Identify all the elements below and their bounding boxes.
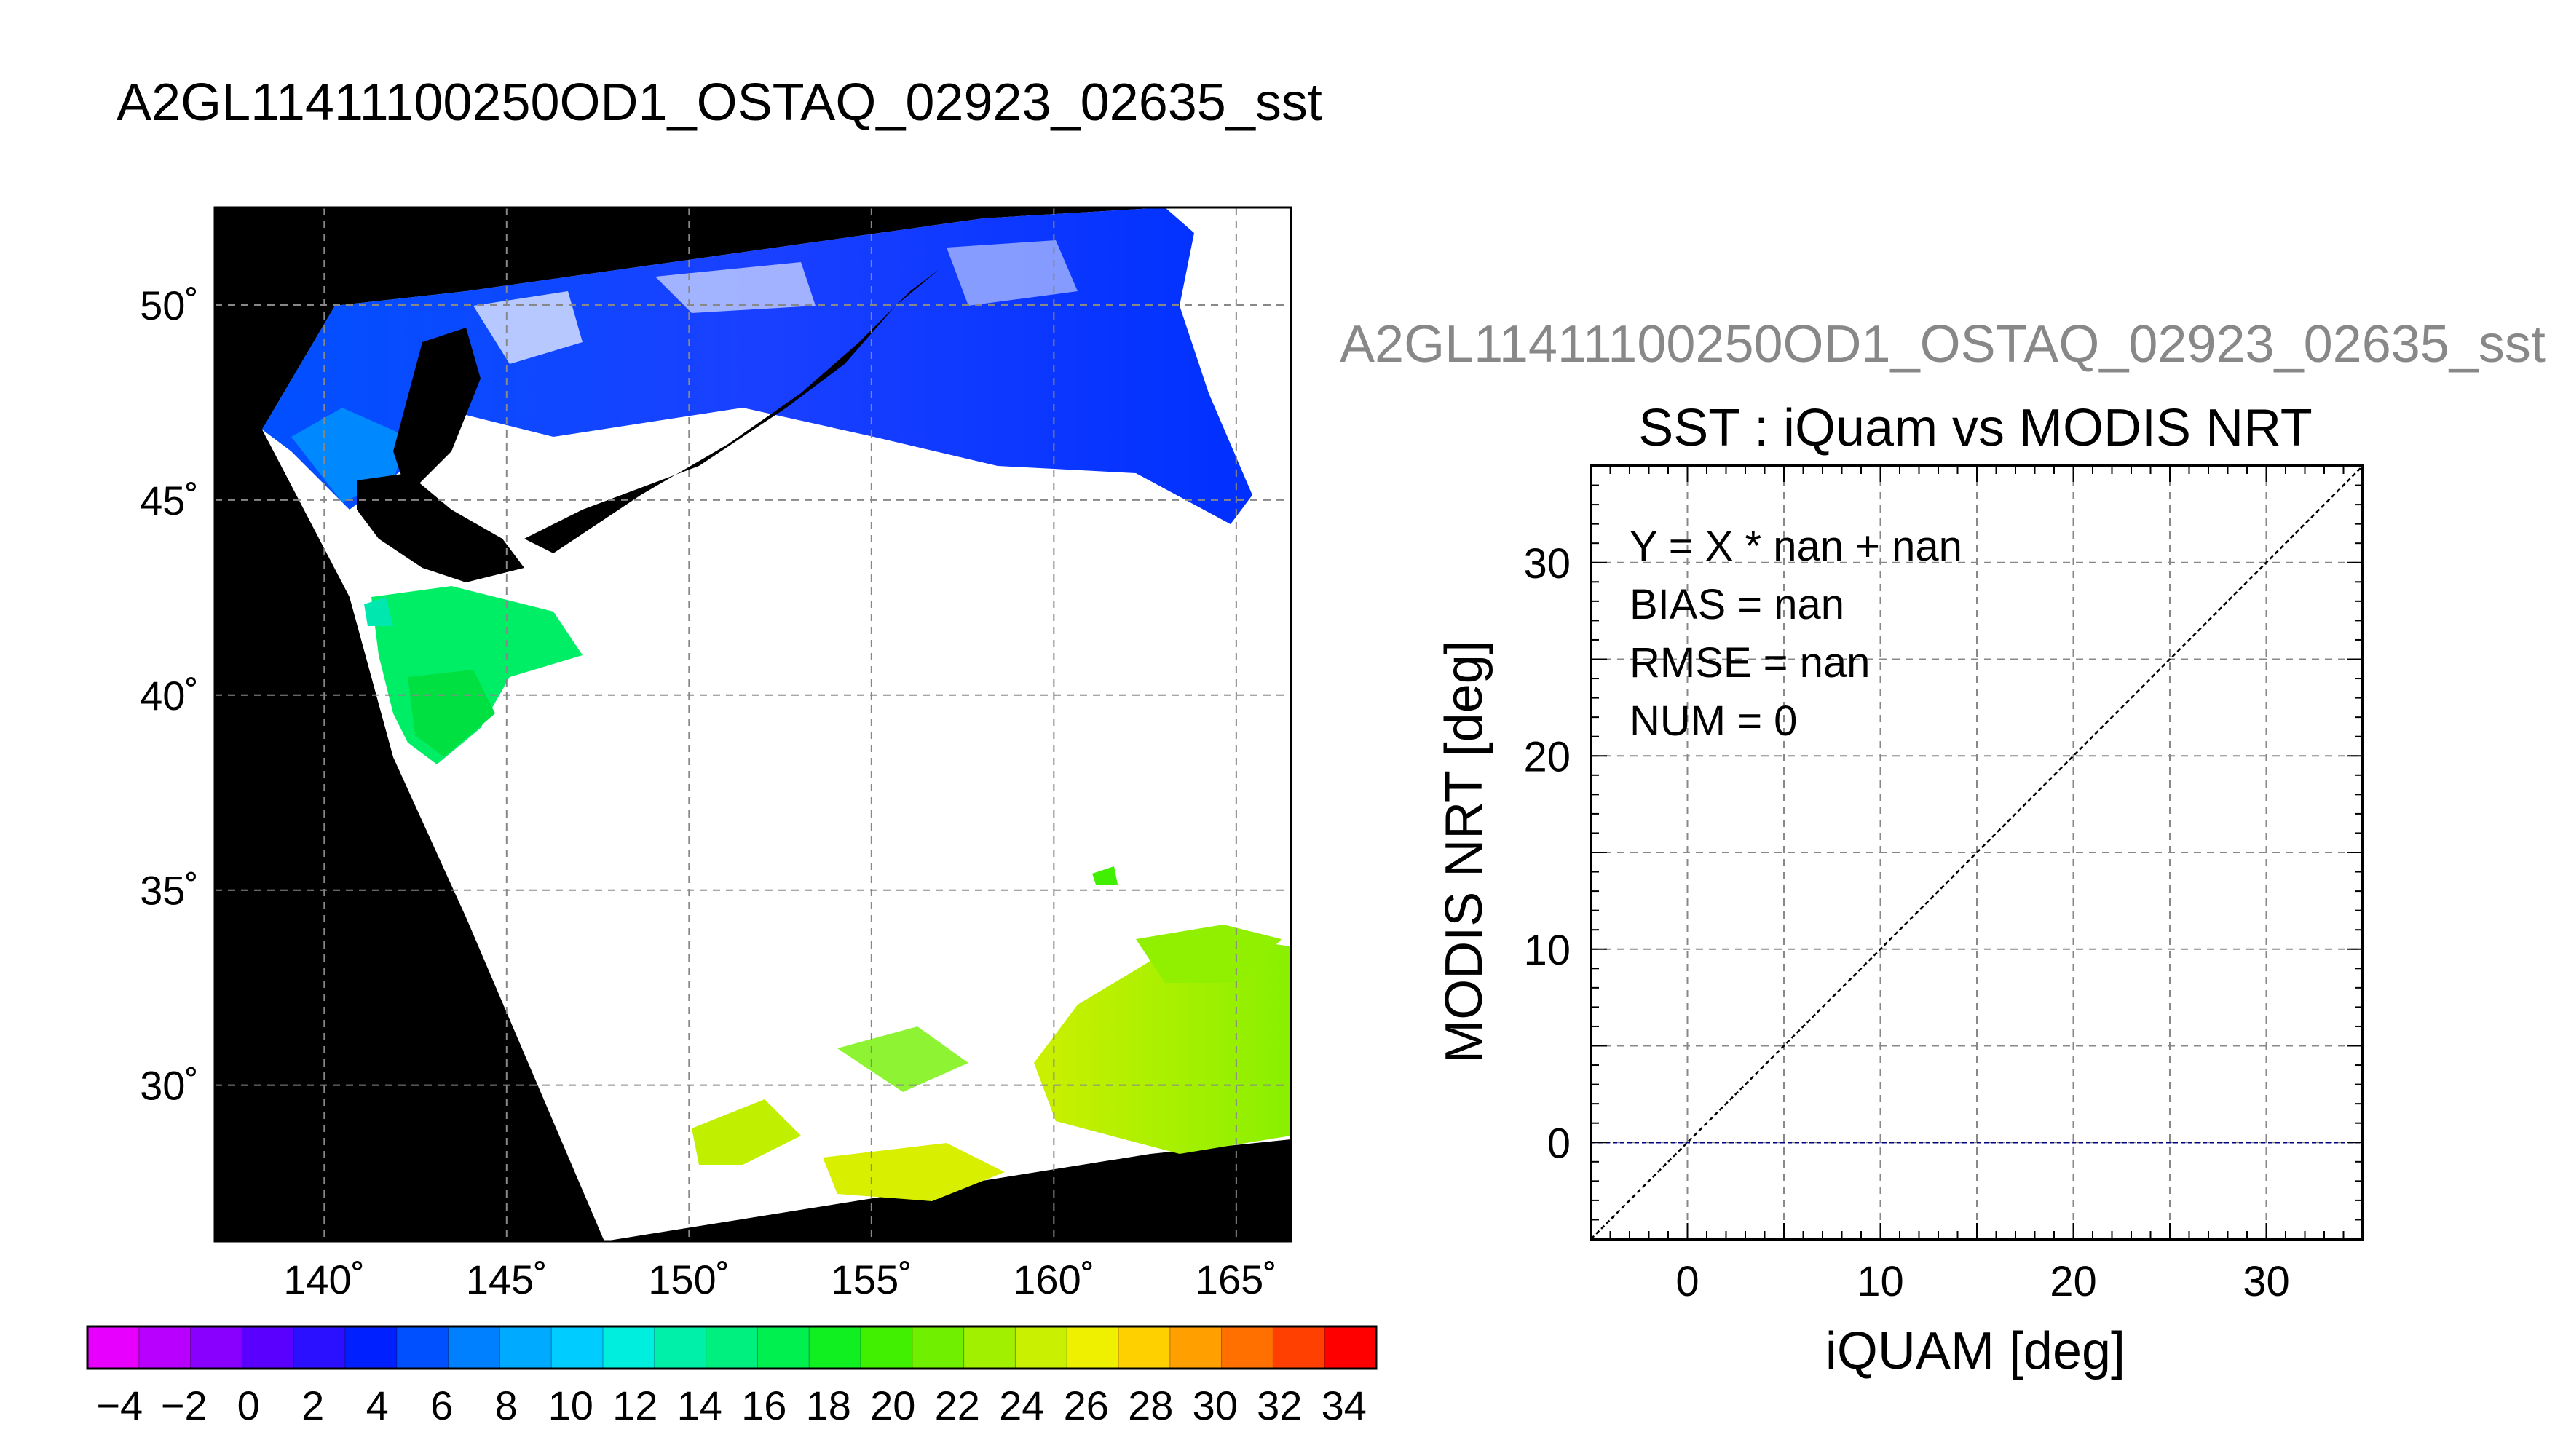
colorbar-cell — [242, 1326, 294, 1369]
colorbar-cells — [87, 1326, 1377, 1369]
stat-bias: BIAS = nan — [1630, 581, 1844, 628]
colorbar-cell — [654, 1326, 707, 1369]
colorbar-tick-label: 18 — [806, 1382, 851, 1428]
colorbar-tick-label: −4 — [96, 1382, 143, 1428]
stat-rmse: RMSE = nan — [1630, 639, 1870, 687]
map-x-tick-label: 150˚ — [648, 1257, 730, 1302]
scatter-x-tick-label: 0 — [1675, 1258, 1699, 1305]
colorbar-cell — [1324, 1326, 1377, 1369]
sst-region-mid — [364, 586, 583, 764]
scatter-y-tick-label: 0 — [1547, 1120, 1571, 1167]
scatter-x-tick-label: 20 — [2050, 1258, 2097, 1305]
colorbar-tick-label: 22 — [935, 1382, 980, 1428]
scatter-x-tick-label: 10 — [1857, 1258, 1904, 1305]
colorbar-tick-label: −2 — [161, 1382, 208, 1428]
scatter-supertitle: A2GL11411100250OD1_OSTAQ_02923_02635_sst — [1340, 315, 2546, 373]
map-y-tick-label: 45˚ — [140, 478, 199, 523]
map-x-tick-label: 140˚ — [283, 1257, 365, 1302]
map-y-tick-label: 30˚ — [140, 1063, 199, 1109]
map-x-tick-labels: 140˚ 145˚ 150˚ 155˚ 160˚ 165˚ — [283, 1257, 1277, 1302]
scatter-x-axis-label: iQUAM [deg] — [1825, 1322, 2125, 1380]
sst-map: 140˚ 145˚ 150˚ 155˚ 160˚ 165˚ 30˚ 35˚ 40˚ 45˚ 50˚ — [140, 206, 1292, 1302]
colorbar-tick-label: 8 — [495, 1382, 518, 1428]
colorbar-tick-label: 2 — [301, 1382, 324, 1428]
scatter-stats: Y = X * nan + nan BIAS = nan RMSE = nan … — [1630, 523, 1962, 745]
colorbar-cell — [551, 1326, 604, 1369]
colorbar-tick-label: 14 — [677, 1382, 722, 1428]
scatter-y-axis-label: MODIS NRT [deg] — [1435, 640, 1493, 1064]
colorbar-cell — [190, 1326, 242, 1369]
sst-region-north — [262, 207, 1252, 524]
colorbar-tick-label: 4 — [366, 1382, 389, 1428]
scatter-title: SST : iQuam vs MODIS NRT — [1638, 399, 2313, 457]
colorbar-cell — [396, 1326, 449, 1369]
colorbar-tick-label: 6 — [430, 1382, 453, 1428]
scatter-lines — [1590, 465, 2364, 1240]
map-x-tick-label: 155˚ — [831, 1257, 912, 1302]
colorbar-frame — [86, 1325, 1378, 1370]
colorbar-cell — [963, 1326, 1016, 1369]
colorbar-cell — [87, 1326, 140, 1369]
colorbar-tick-label: 26 — [1064, 1382, 1109, 1428]
scatter-x-tick-label: 30 — [2243, 1258, 2290, 1305]
colorbar-cell — [1015, 1326, 1067, 1369]
colorbar-cell — [912, 1326, 965, 1369]
colorbar-cell — [757, 1326, 810, 1369]
sst-region-south — [692, 866, 1291, 1201]
colorbar-cell — [138, 1326, 191, 1369]
map-graticule — [215, 207, 1291, 1241]
scatter-y-tick-label: 10 — [1523, 927, 1571, 974]
map-x-tick-label: 165˚ — [1196, 1257, 1277, 1302]
page-title: A2GL11411100250OD1_OSTAQ_02923_02635_sst — [117, 74, 1322, 132]
map-x-tick-label: 160˚ — [1013, 1257, 1094, 1302]
colorbar: −4 −2 0 2 4 6 8 10 12 14 16 18 20 22 24 26 28 30 32 34 — [86, 1325, 1378, 1428]
map-y-tick-labels: 30˚ 35˚ 40˚ 45˚ 50˚ — [140, 282, 199, 1109]
colorbar-cell — [1221, 1326, 1273, 1369]
colorbar-cell — [345, 1326, 398, 1369]
map-x-tick-label: 145˚ — [466, 1257, 548, 1302]
colorbar-cell — [1273, 1326, 1325, 1369]
identity-line — [1590, 465, 2364, 1240]
colorbar-cell — [293, 1326, 346, 1369]
colorbar-cell — [603, 1326, 655, 1369]
colorbar-tick-label: 32 — [1257, 1382, 1302, 1428]
colorbar-tick-label: 0 — [237, 1382, 260, 1428]
scatter-plot: SST : iQuam vs MODIS NRT 0 10 20 30 0 10 20 30… — [1435, 399, 2364, 1380]
colorbar-tick-label: 34 — [1322, 1382, 1367, 1428]
scatter-x-tick-labels: 0 10 20 30 — [1675, 1258, 2289, 1305]
map-y-tick-label: 50˚ — [140, 282, 199, 328]
colorbar-cell — [499, 1326, 552, 1369]
colorbar-tick-labels: −4 −2 0 2 4 6 8 10 12 14 16 18 20 22 24 26 28 30 32 34 — [96, 1382, 1367, 1428]
map-y-tick-label: 35˚ — [140, 868, 199, 914]
map-frame — [213, 206, 1292, 1243]
colorbar-tick-label: 28 — [1128, 1382, 1173, 1428]
colorbar-cell — [809, 1326, 861, 1369]
colorbar-tick-label: 10 — [548, 1382, 593, 1428]
colorbar-cell — [1118, 1326, 1171, 1369]
colorbar-tick-label: 24 — [999, 1382, 1044, 1428]
colorbar-cell — [1067, 1326, 1119, 1369]
colorbar-tick-label: 12 — [612, 1382, 657, 1428]
colorbar-cell — [706, 1326, 758, 1369]
scatter-minor-ticks — [1590, 465, 2364, 1240]
colorbar-tick-label: 30 — [1193, 1382, 1238, 1428]
scatter-y-tick-labels: 0 10 20 30 — [1523, 540, 1571, 1168]
map-y-tick-label: 40˚ — [140, 673, 199, 719]
colorbar-cell — [1169, 1326, 1223, 1369]
colorbar-cell — [448, 1326, 500, 1369]
scatter-y-tick-label: 20 — [1523, 733, 1571, 780]
colorbar-tick-label: 16 — [741, 1382, 786, 1428]
stat-num: NUM = 0 — [1630, 697, 1797, 745]
colorbar-cell — [861, 1326, 913, 1369]
stat-regression: Y = X * nan + nan — [1630, 523, 1962, 570]
scatter-y-tick-label: 30 — [1523, 540, 1571, 587]
colorbar-tick-label: 20 — [870, 1382, 915, 1428]
